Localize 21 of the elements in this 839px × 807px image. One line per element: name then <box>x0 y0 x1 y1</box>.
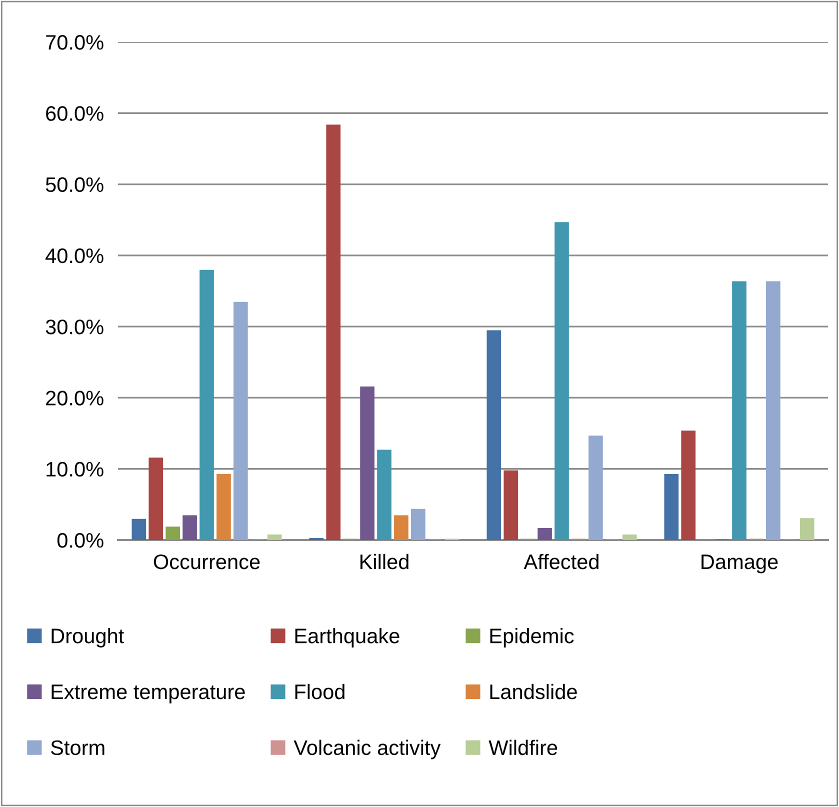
legend-label: Extreme temperature <box>52 684 245 704</box>
legend-label: Earthquake <box>295 628 400 648</box>
x-tick-label: Damage <box>702 554 778 574</box>
y-tick-label: 70.0% <box>46 35 104 50</box>
legend-label: Storm <box>51 740 104 756</box>
legend-label: Epidemic <box>490 628 574 648</box>
legend-label: Flood <box>295 684 344 700</box>
legend-label: Landslide <box>490 684 577 700</box>
y-tick-label: 30.0% <box>46 320 104 334</box>
x-tick-label: Killed <box>360 554 408 570</box>
legend-label: Volcanic activity <box>294 740 441 760</box>
y-tick-label: 20.0% <box>46 390 104 406</box>
y-tick-label: 0.0% <box>57 533 104 548</box>
x-tick-label: Affected <box>524 554 598 570</box>
y-tick-label: 60.0% <box>46 106 104 121</box>
y-tick-label: 40.0% <box>46 248 104 264</box>
x-tick-label: Occurrence <box>154 554 260 570</box>
y-tick-label: 10.0% <box>46 462 104 477</box>
y-tick-label: 50.0% <box>46 177 104 192</box>
legend-label: Wildfire <box>488 740 558 756</box>
legend-label: Drought <box>52 628 124 648</box>
